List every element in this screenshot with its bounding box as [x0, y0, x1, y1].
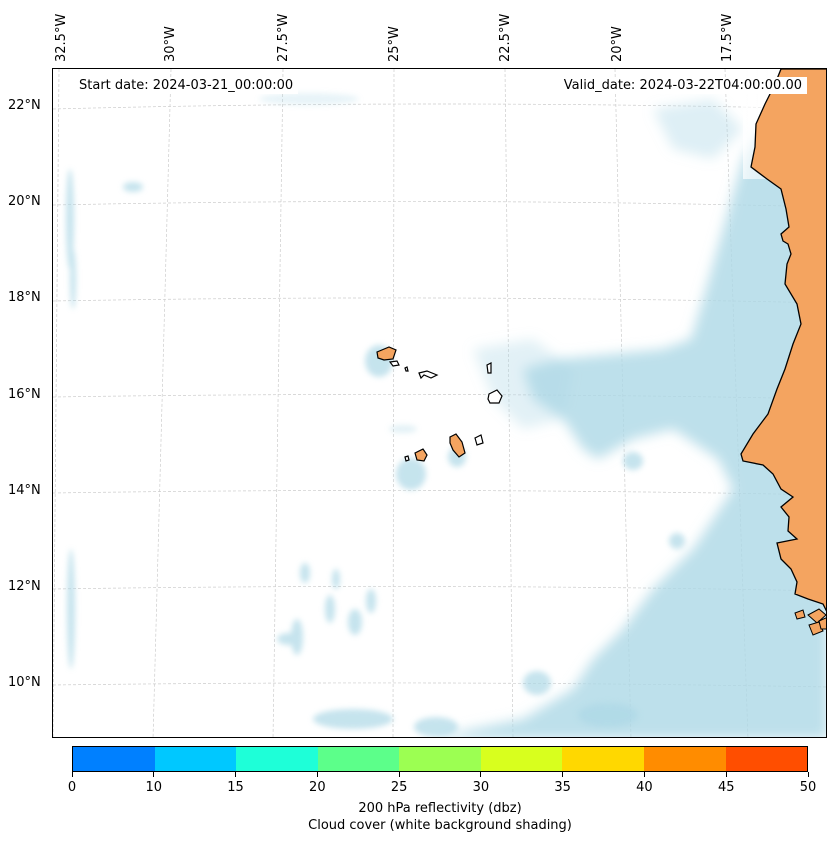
- island-sao-vicente: [388, 360, 400, 367]
- colorbar-tick-label: 0: [67, 780, 77, 795]
- colorbar: [72, 746, 808, 772]
- lon-label-27-5w: 27.5°W: [276, 13, 291, 62]
- colorbar-tick-label: 40: [636, 780, 653, 795]
- island-santo-antao: [376, 346, 397, 361]
- cape-verde-islands: [376, 346, 503, 462]
- lat-label-16n: 16°N: [8, 387, 41, 402]
- colorbar-segment-0: [73, 747, 155, 771]
- colorbar-tick: [807, 772, 809, 777]
- island-boa-vista: [487, 389, 503, 404]
- cloud-cover: [66, 69, 826, 737]
- coastal-islands: [794, 608, 826, 636]
- colorbar-tick: [316, 772, 318, 777]
- colorbar-tick-label: 50: [799, 780, 817, 795]
- colorbar-tick-label: 45: [717, 780, 735, 795]
- start-date-label: Start date: 2024-03-21_00:00:00: [74, 77, 299, 94]
- colorbar-tick: [725, 772, 727, 777]
- africa-landmass: [740, 69, 826, 612]
- colorbar-tick: [153, 772, 155, 777]
- lat-label-12n: 12°N: [8, 579, 41, 594]
- lat-label-18n: 18°N: [8, 290, 41, 305]
- lon-label-17-5w: 17.5°W: [720, 13, 735, 62]
- lon-label-22-5w: 22.5°W: [498, 13, 513, 62]
- colorbar-segment-7: [643, 747, 726, 771]
- colorbar-segment-4: [399, 747, 481, 771]
- colorbar-tick-label: 15: [227, 780, 244, 795]
- colorbar-tick-label: 30: [472, 780, 490, 795]
- colorbar-tick-label: 10: [145, 780, 163, 795]
- lat-label-10n: 10°N: [8, 675, 41, 690]
- island-santa-luzia: [404, 366, 409, 372]
- lon-label-25w: 25°W: [387, 26, 402, 62]
- island-sao-nicolau: [418, 370, 439, 380]
- colorbar-tick-label: 20: [309, 780, 326, 795]
- valid-date-label: Valid_date: 2024-03-22T04:00:00.00: [558, 77, 807, 94]
- lat-label-22n: 22°N: [8, 98, 41, 113]
- lon-label-30w: 30°W: [163, 26, 178, 62]
- colorbar-segment-8: [725, 747, 808, 771]
- lat-label-20n: 20°N: [8, 194, 41, 209]
- colorbar-segment-6: [562, 747, 644, 771]
- colorbar-segment-1: [154, 747, 237, 771]
- colorbar-tick-label: 35: [554, 780, 571, 795]
- colorbar-tick: [643, 772, 645, 777]
- island-sal: [486, 362, 492, 374]
- lon-label-20w: 20°W: [610, 26, 625, 62]
- island-maio: [474, 434, 484, 446]
- colorbar-segment-5: [480, 747, 563, 771]
- colorbar-segment-2: [236, 747, 318, 771]
- island-brava: [404, 455, 410, 462]
- colorbar-tick: [562, 772, 564, 777]
- colorbar-title: 200 hPa reflectivity (dbz): [358, 801, 522, 816]
- colorbar-tick-label: 25: [390, 780, 408, 795]
- colorbar-tick: [480, 772, 482, 777]
- map-panel: Start date: 2024-03-21_00:00:00 Valid_da…: [52, 68, 827, 738]
- island-santiago: [449, 433, 466, 458]
- map-canvas: [53, 69, 826, 737]
- colorbar-tick: [235, 772, 237, 777]
- colorbar-tick: [71, 772, 73, 777]
- lat-label-14n: 14°N: [8, 483, 41, 498]
- island-fogo: [414, 448, 428, 462]
- lon-label-32-5w: 32.5°W: [54, 13, 69, 62]
- colorbar-segment-3: [317, 747, 400, 771]
- colorbar-tick: [398, 772, 400, 777]
- colorbar-subtitle: Cloud cover (white background shading): [308, 818, 572, 833]
